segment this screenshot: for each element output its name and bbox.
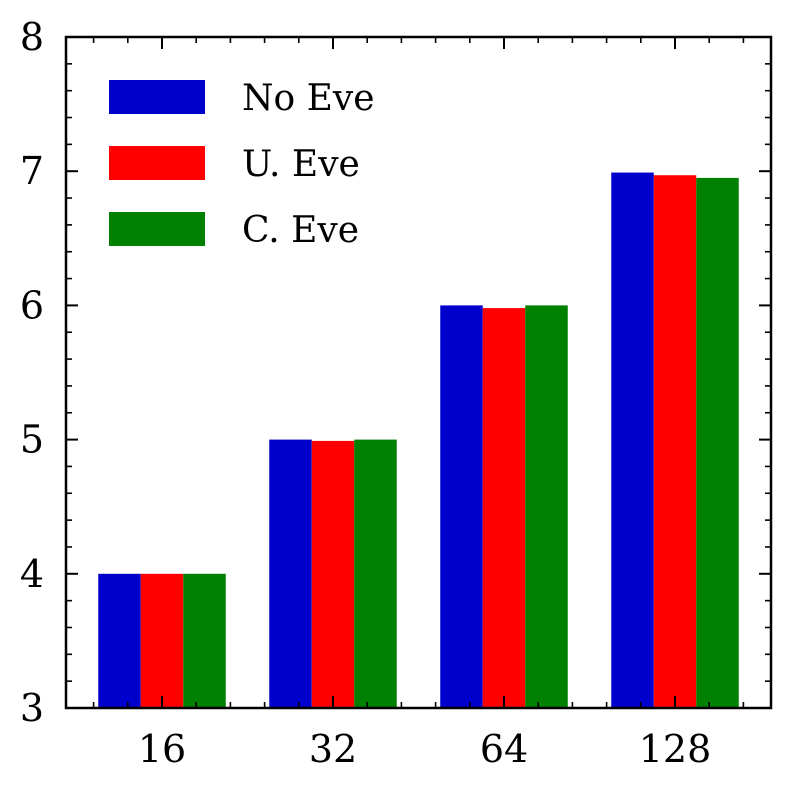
bar-no-eve-16 [98, 573, 141, 708]
legend-label-c-eve: C. Eve [242, 210, 359, 251]
legend-swatch-u-eve [109, 146, 205, 180]
y-tick-label: 6 [20, 283, 44, 327]
bar-no-eve-32 [269, 439, 312, 708]
y-tick-label: 8 [20, 15, 44, 59]
x-tick-label: 128 [639, 727, 712, 771]
bar-u-eve-32 [311, 440, 355, 708]
y-tick-label: 3 [20, 686, 44, 730]
bar-u-eve-128 [653, 175, 697, 708]
legend-swatch-c-eve [109, 212, 205, 246]
bar-c-eve-16 [183, 573, 226, 708]
bar-no-eve-64 [440, 305, 483, 708]
x-tick-label: 32 [309, 727, 357, 771]
bar-u-eve-64 [482, 308, 526, 708]
legend-label-no-eve: No Eve [242, 78, 375, 119]
legend-swatch-no-eve [109, 80, 205, 114]
y-tick-label: 5 [20, 418, 44, 462]
bar-c-eve-64 [525, 305, 568, 708]
legend-label-u-eve: U. Eve [242, 144, 360, 185]
x-tick-label: 16 [138, 727, 186, 771]
legend: No Eve U. Eve C. Eve [109, 78, 375, 251]
y-tick-label: 7 [20, 149, 44, 193]
bar-no-eve-128 [611, 172, 654, 709]
tick-labels-layer: 3 4 5 6 7 8 16 32 64 128 [20, 15, 711, 771]
x-tick-label: 64 [480, 727, 528, 771]
bar-c-eve-32 [354, 439, 397, 708]
bars-layer [98, 172, 739, 709]
bar-u-eve-16 [140, 573, 184, 708]
y-tick-label: 4 [20, 552, 44, 596]
bar-c-eve-128 [696, 177, 739, 708]
plot-frame [64, 35, 773, 710]
